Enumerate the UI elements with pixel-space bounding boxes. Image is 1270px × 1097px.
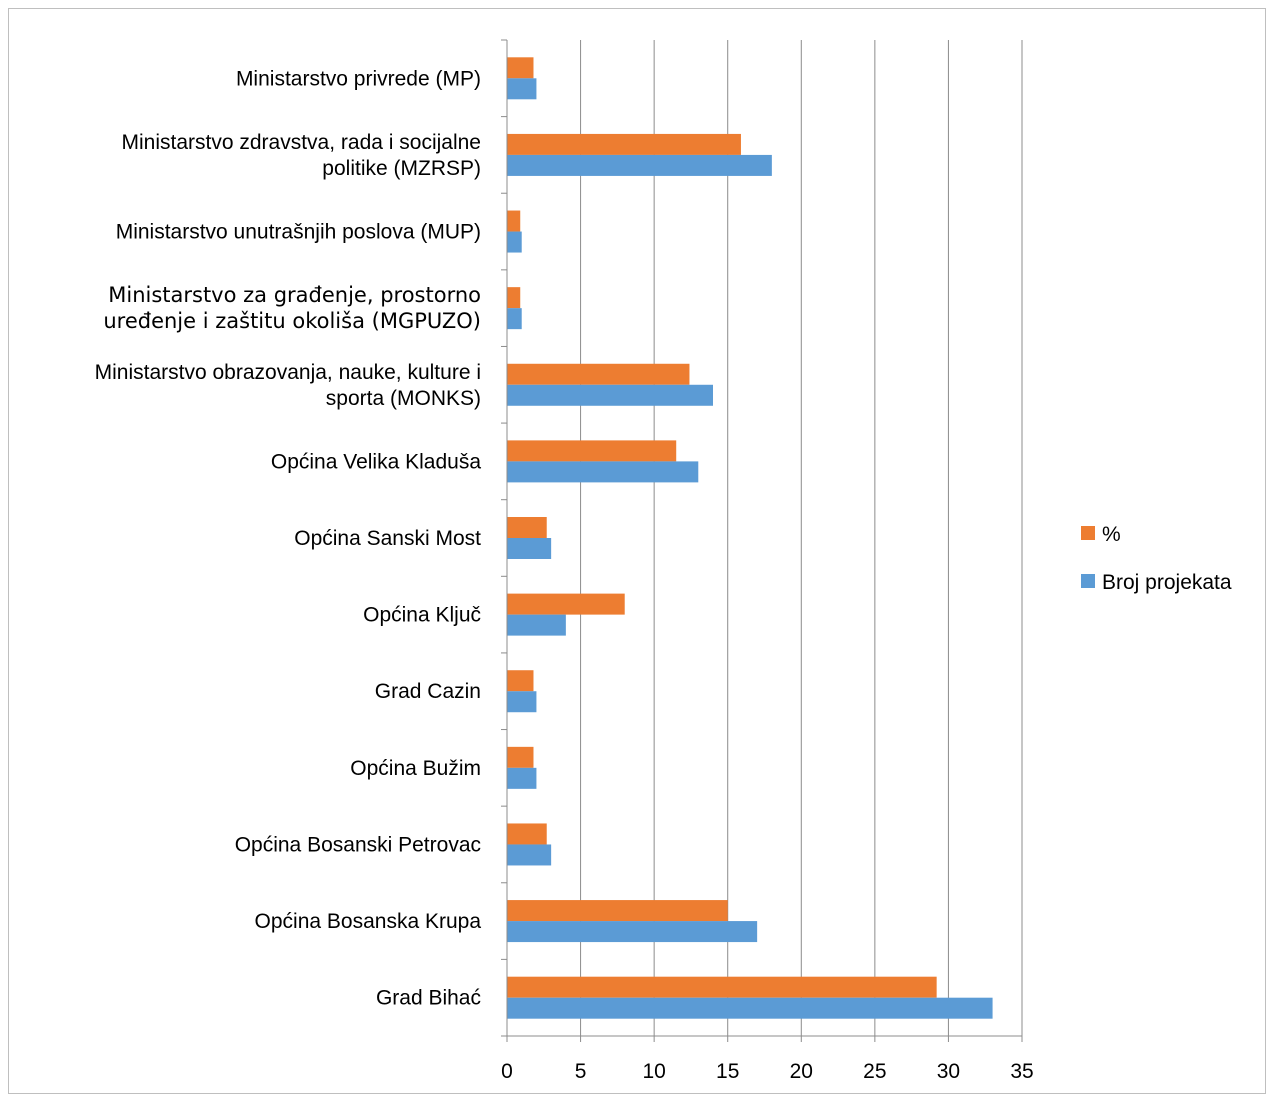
bar-broj-projekata [507,461,699,483]
bar-broj-projekata [507,844,552,866]
bar-broj-projekata [507,154,772,176]
category-label: Općina Bosanska Krupa [255,910,482,933]
bar-broj-projekata [507,921,758,943]
x-tick-label: 15 [716,1060,739,1083]
bar-percent [507,363,690,385]
x-tick-label: 35 [1010,1060,1033,1083]
category-label: Grad Bihać [376,987,481,1010]
bar-broj-projekata [507,767,537,789]
bar-percent [507,900,728,922]
bar-broj-projekata [507,614,566,636]
x-tick-label: 25 [863,1060,886,1083]
bar-broj-projekata [507,997,993,1019]
x-tick-labels: 0 5 10 15 20 25 30 35 [501,1060,1034,1083]
bar-percent [507,440,677,462]
category-label: Općina Bosanski Petrovac [235,833,481,856]
category-label: Ministarstvo zdravstva, rada i socijalne [122,131,481,154]
category-label: Općina Velika Kladuša [271,450,481,473]
legend-label: % [1102,523,1121,546]
category-label: Općina Bužim [350,757,481,780]
legend-label: Broj projekata [1102,571,1232,594]
x-tick-label: 20 [790,1060,813,1083]
bar-broj-projekata [507,691,537,713]
category-label: Općina Sanski Most [294,527,481,550]
category-label: Ministarstvo obrazovanja, nauke, kulture… [95,361,481,384]
category-label: Ministarstvo unutrašnjih poslova (MUP) [116,221,481,244]
category-label: Ministarstvo za građenje, prostorno [108,283,481,307]
bar-percent [507,517,547,538]
legend: % Broj projekata [1081,523,1232,594]
bar-broj-projekata [507,538,552,559]
bar-percent [507,593,625,615]
category-labels: Ministarstvo privrede (MP) Ministarstvo z… [95,67,482,1009]
bar-percent [507,210,521,232]
gridlines [580,40,1023,1036]
bars [507,57,993,1019]
x-tick-label: 30 [937,1060,960,1083]
category-label: Ministarstvo privrede (MP) [236,67,481,90]
category-label: uređenje i zaštitu okoliša (MGPUZO) [103,309,481,333]
bar-percent [507,746,534,768]
bar-broj-projekata [507,308,522,330]
bar-percent [507,57,534,79]
category-label: politike (MZRSP) [322,157,481,180]
axes [501,39,1023,1042]
bar-broj-projekata [507,384,713,406]
x-tick-label: 10 [642,1060,665,1083]
category-label: Grad Cazin [375,680,481,703]
category-label: sporta (MONKS) [326,387,481,410]
bar-percent [507,976,937,998]
bar-percent [507,287,521,309]
category-label: Općina Ključ [363,604,481,627]
legend-swatch [1081,574,1095,588]
bar-broj-projekata [507,231,522,253]
bar-percent [507,670,534,692]
x-tick-label: 5 [575,1060,587,1083]
legend-swatch [1081,526,1095,540]
bar-percent [507,823,547,845]
bar-percent [507,133,741,155]
bar-broj-projekata [507,78,537,100]
x-tick-label: 0 [501,1060,513,1083]
